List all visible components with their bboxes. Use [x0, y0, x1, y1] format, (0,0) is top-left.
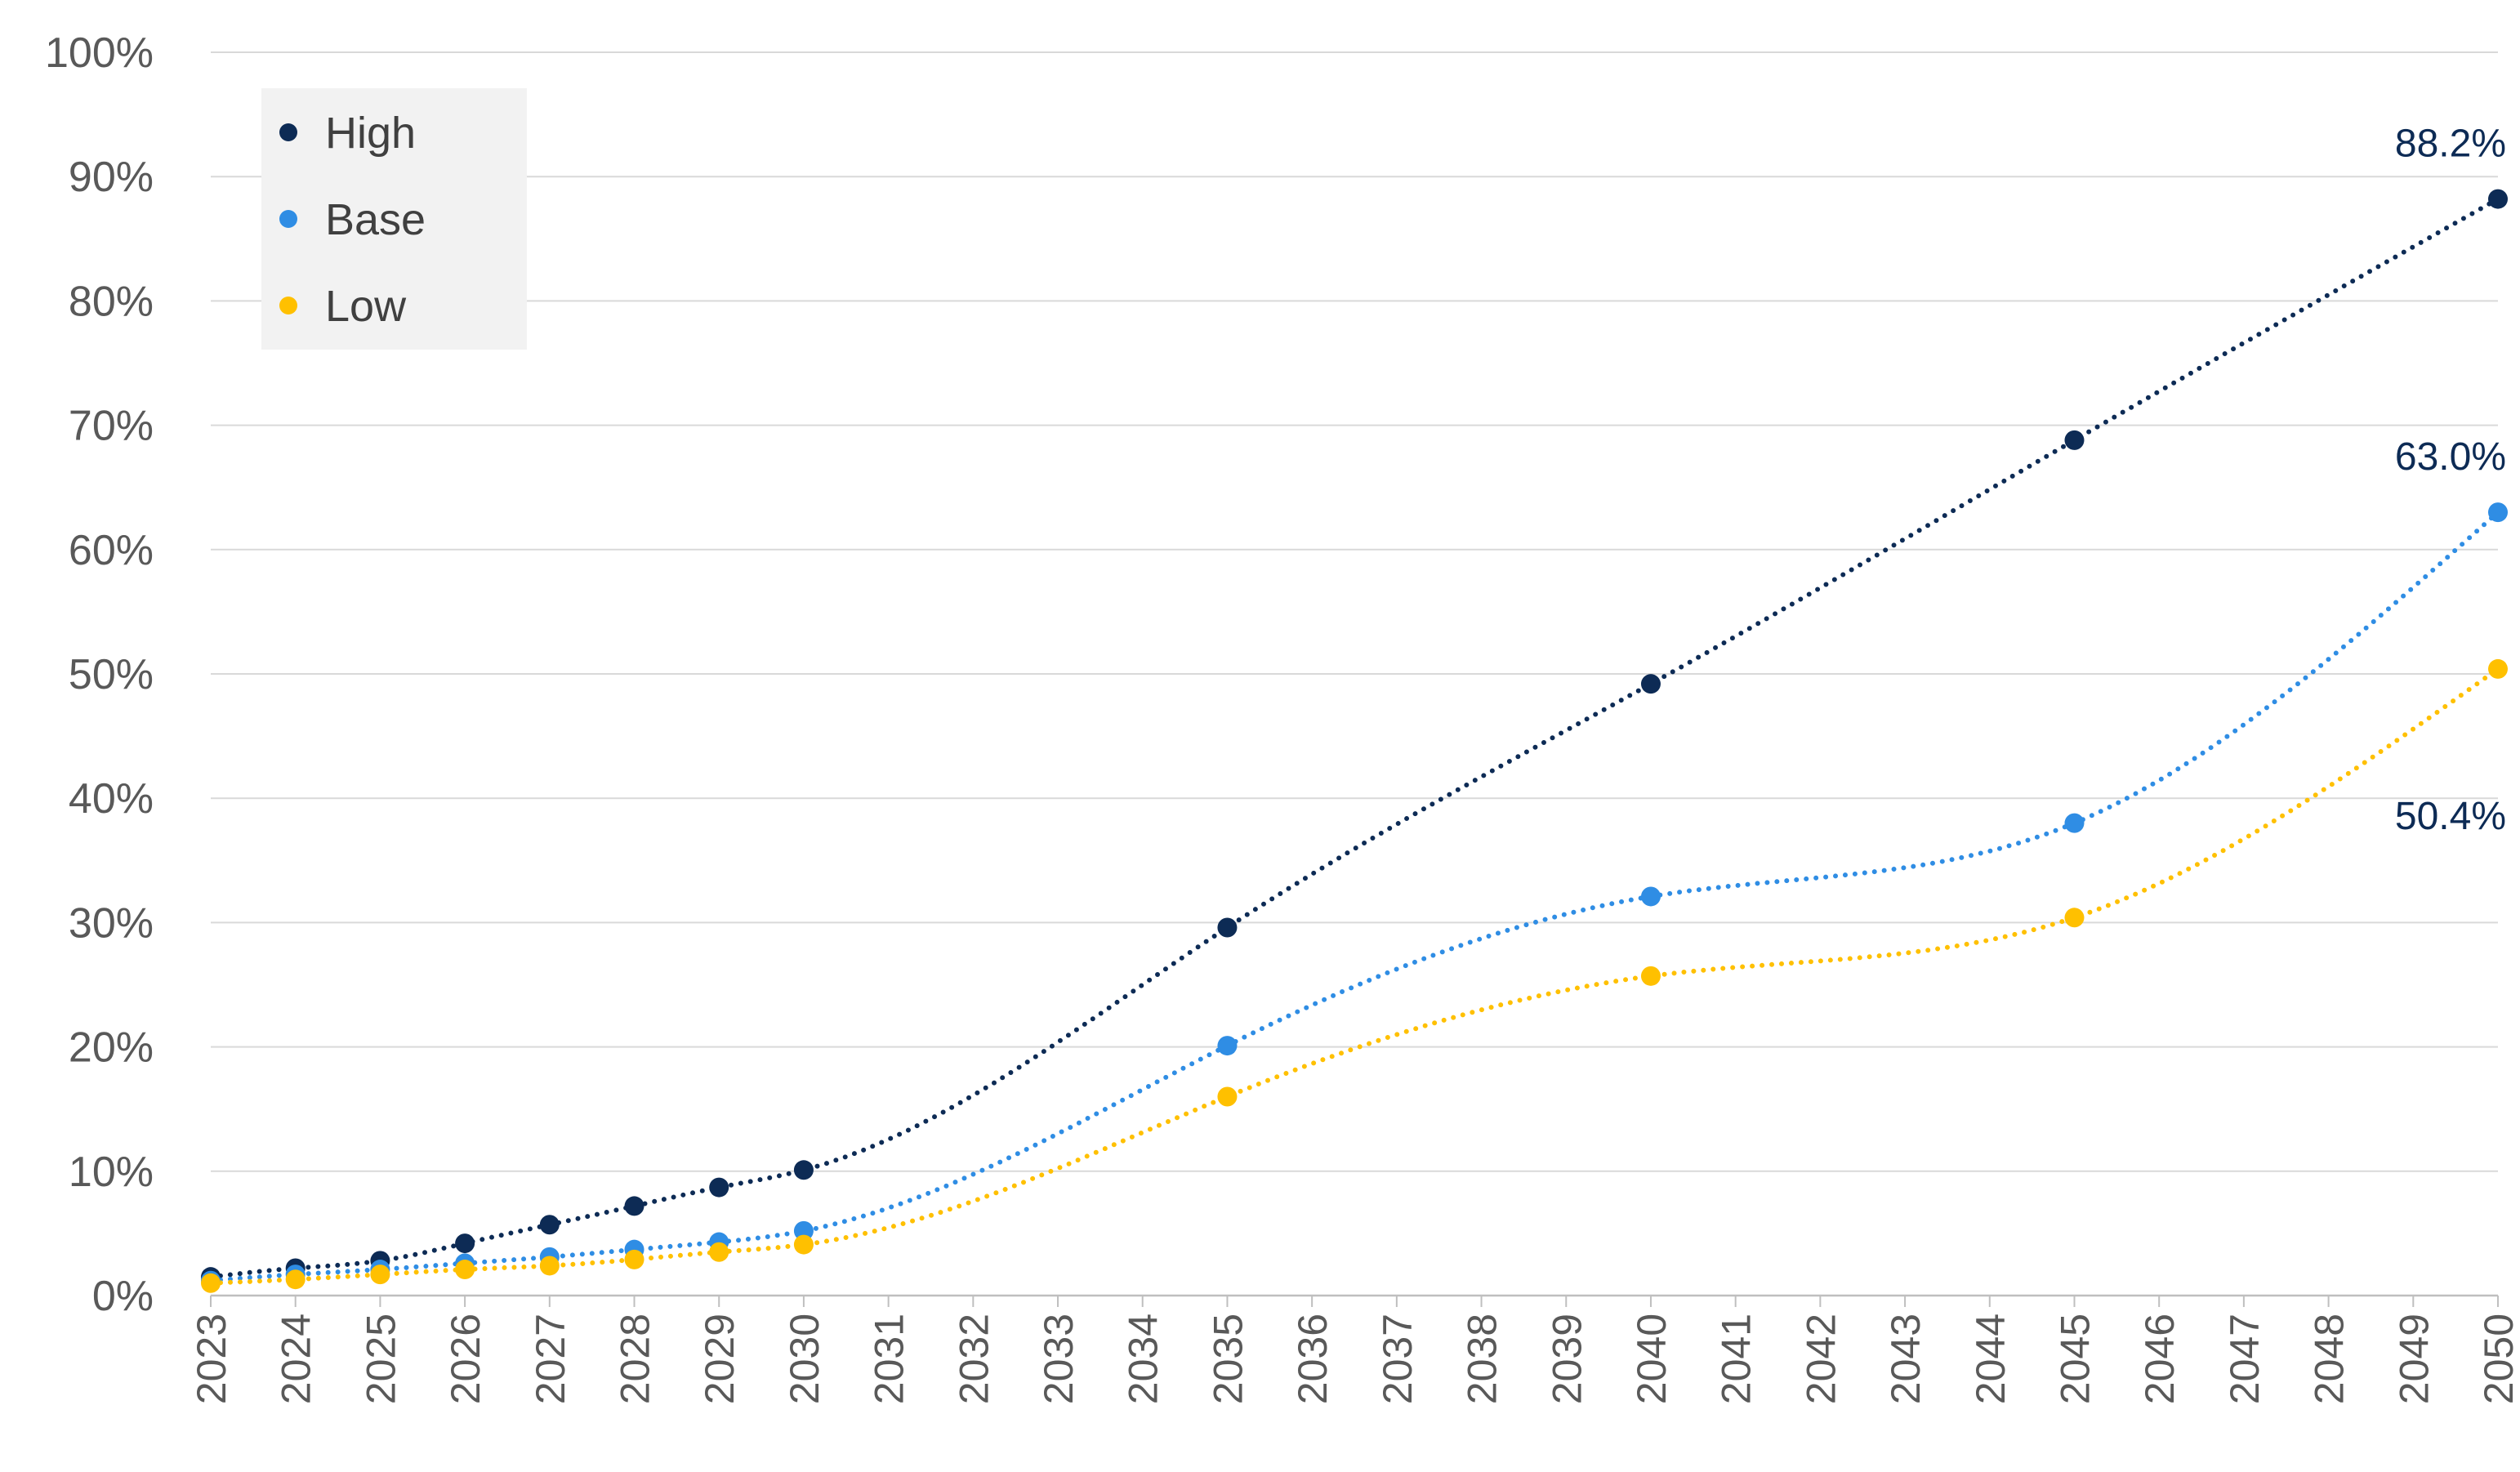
x-axis-ticks: 2023 2024 2025 2026 2027 2028 2029 2030 2031 2032…: [189, 1296, 2520, 1404]
legend-marker-base: [279, 210, 297, 228]
data-points: [201, 189, 2508, 1293]
y-tick-label: 20%: [69, 1024, 154, 1072]
x-tick-label: 2049: [2391, 1314, 2437, 1404]
point-low: [624, 1249, 644, 1269]
data-label: 50.4%: [2395, 795, 2506, 838]
x-tick-label: 2031: [867, 1314, 912, 1404]
legend-box: [261, 88, 527, 350]
y-tick-label: 90%: [69, 154, 154, 201]
point-low: [370, 1265, 390, 1285]
point-base: [1640, 886, 1661, 907]
point-high: [624, 1196, 644, 1216]
x-tick-label: 2046: [2137, 1314, 2183, 1404]
legend-label-base: Base: [325, 195, 426, 244]
trendline-high: [208, 196, 2500, 1280]
legend-marker-high: [279, 123, 297, 141]
point-high: [2488, 189, 2508, 209]
data-label: 63.0%: [2395, 435, 2506, 479]
x-tick-label: 2041: [1714, 1314, 1760, 1404]
trendline-base: [208, 510, 2500, 1283]
y-axis-ticks: 0% 10% 20% 30% 40% 50% 60% 70% 80% 90% 100%: [45, 29, 154, 1320]
point-low: [793, 1234, 814, 1255]
x-tick-label: 2023: [189, 1314, 234, 1404]
x-tick-label: 2044: [1968, 1314, 2014, 1404]
point-low: [455, 1260, 475, 1280]
legend-label-low: Low: [325, 282, 407, 331]
x-tick-label: 2043: [1883, 1314, 1929, 1404]
y-tick-label: 80%: [69, 278, 154, 325]
point-low: [1217, 1086, 1238, 1107]
x-tick-label: 2030: [782, 1314, 827, 1404]
x-tick-label: 2038: [1460, 1314, 1505, 1404]
x-tick-label: 2039: [1544, 1314, 1590, 1404]
point-high: [1640, 674, 1661, 694]
trendline-low: [208, 666, 2500, 1286]
x-tick-label: 2036: [1290, 1314, 1336, 1404]
y-tick-label: 60%: [69, 527, 154, 574]
x-tick-label: 2034: [1121, 1314, 1166, 1404]
y-tick-label: 70%: [69, 403, 154, 450]
x-tick-label: 2033: [1036, 1314, 1082, 1404]
point-high: [455, 1233, 475, 1254]
y-tick-label: 10%: [69, 1149, 154, 1196]
point-high: [709, 1177, 729, 1198]
x-tick-label: 2025: [358, 1314, 404, 1404]
legend-label-high: High: [325, 109, 416, 158]
y-tick-label: 40%: [69, 775, 154, 823]
point-high: [1217, 917, 1238, 938]
trendlines: [208, 196, 2500, 1286]
point-low: [201, 1273, 221, 1293]
point-base: [2064, 813, 2085, 833]
x-tick-label: 2026: [443, 1314, 488, 1404]
x-tick-label: 2042: [1798, 1314, 1844, 1404]
point-low: [539, 1256, 560, 1276]
x-tick-label: 2045: [2052, 1314, 2098, 1404]
x-tick-label: 2029: [697, 1314, 743, 1404]
x-tick-label: 2035: [1205, 1314, 1251, 1404]
x-tick-label: 2037: [1375, 1314, 1421, 1404]
point-low: [1640, 966, 1661, 986]
y-tick-label: 0%: [92, 1273, 154, 1320]
x-tick-label: 2032: [951, 1314, 997, 1404]
gridlines: [211, 51, 2498, 1297]
legend: High Base Low: [261, 88, 527, 350]
point-low: [709, 1242, 729, 1262]
data-labels: 88.2% 63.0% 50.4%: [2395, 123, 2506, 838]
x-tick-label: 2040: [1629, 1314, 1675, 1404]
legend-marker-low: [279, 297, 297, 314]
x-tick-label: 2024: [274, 1314, 319, 1404]
x-tick-label: 2050: [2476, 1314, 2520, 1404]
point-base: [1217, 1036, 1238, 1056]
point-base: [2488, 502, 2508, 523]
x-tick-label: 2027: [528, 1314, 573, 1404]
point-base: [793, 1220, 814, 1241]
x-tick-label: 2028: [613, 1314, 658, 1404]
point-low: [2488, 658, 2508, 679]
point-high: [793, 1160, 814, 1180]
point-high: [2064, 430, 2085, 450]
point-high: [539, 1215, 560, 1235]
point-low: [285, 1269, 306, 1290]
data-label: 88.2%: [2395, 123, 2506, 166]
y-tick-label: 100%: [45, 29, 154, 77]
y-tick-label: 50%: [69, 651, 154, 698]
y-tick-label: 30%: [69, 899, 154, 947]
x-tick-label: 2047: [2222, 1314, 2268, 1404]
x-tick-label: 2048: [2307, 1314, 2353, 1404]
point-low: [2064, 908, 2085, 928]
